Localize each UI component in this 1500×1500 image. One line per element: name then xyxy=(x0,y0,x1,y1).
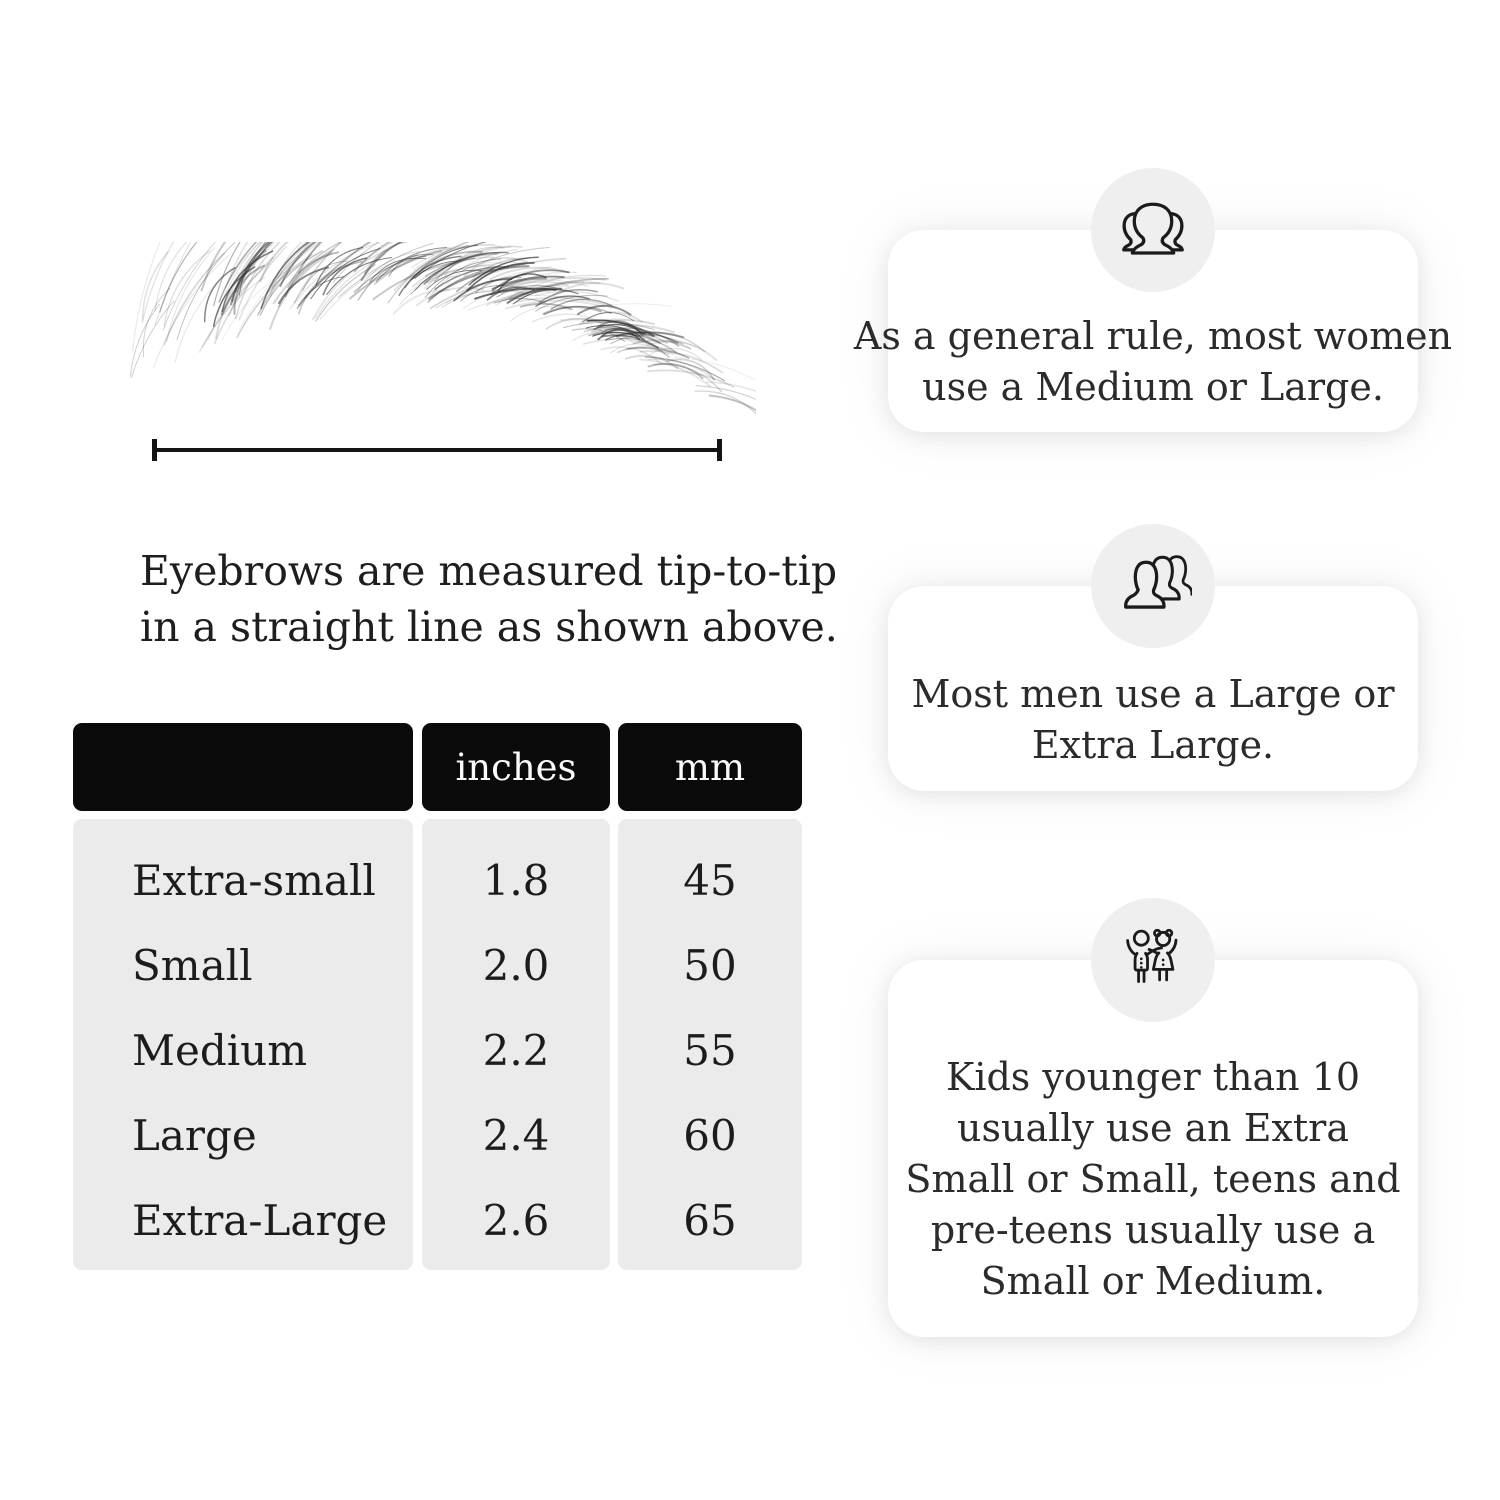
card-text: Kids younger than 10 usually use an Extr… xyxy=(898,1022,1408,1337)
table-cell-inches: 2.4 xyxy=(482,1111,550,1160)
table-column-size-labels: Extra-small Small Medium Large Extra-Lar… xyxy=(73,819,413,1270)
icon-badge xyxy=(1091,168,1215,292)
icon-badge xyxy=(1091,524,1215,648)
card-text-line: Most men use a Large or xyxy=(911,671,1395,716)
table-cell-label: Large xyxy=(132,1111,257,1160)
info-card-men: Most men use a Large or Extra Large. xyxy=(888,524,1418,791)
table-cell-inches: 2.6 xyxy=(482,1196,550,1245)
table-cell-mm: 45 xyxy=(683,856,737,905)
card-text-line: usually use an Extra xyxy=(957,1106,1349,1150)
table-cell-label: Extra-small xyxy=(132,856,376,905)
table-cell-mm: 65 xyxy=(683,1196,737,1245)
table-cell-label: Medium xyxy=(132,1026,308,1075)
measurement-caption: Eyebrows are measured tip-to-tip in a st… xyxy=(140,543,838,655)
table-column-inches: 1.8 2.0 2.2 2.4 2.6 xyxy=(422,819,610,1270)
table-header-mm: mm xyxy=(618,723,802,811)
measurement-line-bar xyxy=(152,448,722,452)
card-text-line: Small or Medium. xyxy=(980,1259,1326,1303)
eyebrow-illustration xyxy=(129,242,756,415)
table-cell-inches: 2.2 xyxy=(482,1026,550,1075)
card-text: As a general rule, most women use a Medi… xyxy=(854,292,1452,432)
table-cell-mm: 60 xyxy=(683,1111,737,1160)
table-cell-label: Extra-Large xyxy=(132,1196,388,1245)
table-column-mm: 45 50 55 60 65 xyxy=(618,819,802,1270)
table-cell-mm: 55 xyxy=(683,1026,737,1075)
table-cell-mm: 50 xyxy=(683,941,737,990)
card-text-line: pre-teens usually use a xyxy=(930,1208,1376,1252)
measurement-line xyxy=(152,439,722,461)
icon-badge xyxy=(1091,898,1215,1022)
kids-icon xyxy=(1126,928,1178,983)
card-text-line: Kids younger than 10 xyxy=(945,1055,1361,1099)
card-text: Most men use a Large or Extra Large. xyxy=(898,648,1408,791)
card-text-line: Extra Large. xyxy=(1031,722,1275,767)
table-cell-inches: 2.0 xyxy=(482,941,550,990)
info-card-women: As a general rule, most women use a Medi… xyxy=(854,168,1452,432)
info-card-kids: Kids younger than 10 usually use an Extr… xyxy=(888,898,1418,1337)
women-group-icon xyxy=(1122,202,1184,255)
caption-line: Eyebrows are measured tip-to-tip xyxy=(140,547,838,595)
table-cell-label: Small xyxy=(132,941,253,990)
table-header-size xyxy=(73,723,413,811)
men-group-icon xyxy=(1124,555,1192,609)
table-cell-inches: 1.8 xyxy=(482,856,550,905)
card-text-line: Small or Small, teens and xyxy=(905,1157,1401,1201)
caption-line: in a straight line as shown above. xyxy=(140,603,838,651)
card-text-line: As a general rule, most women xyxy=(853,314,1453,358)
table-header-inches: inches xyxy=(422,723,610,811)
card-text-line: use a Medium or Large. xyxy=(922,365,1384,409)
